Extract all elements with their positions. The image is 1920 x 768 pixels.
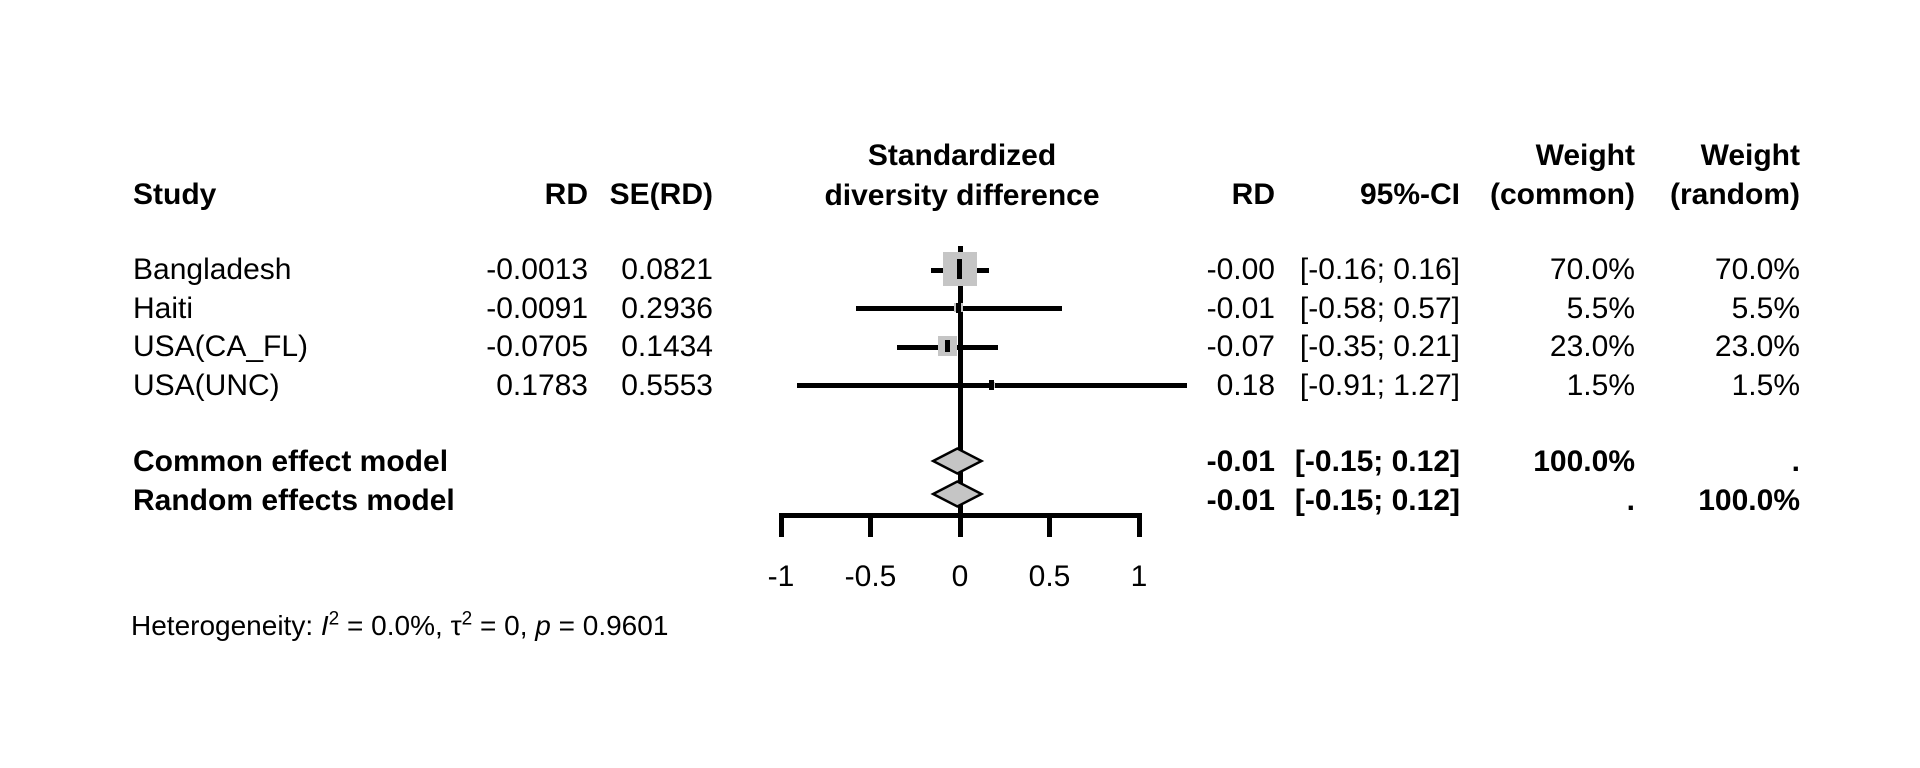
forest-point-estimate-tick (944, 340, 950, 352)
study-rd-value: -0.0705 (486, 329, 588, 363)
study-name-label: Haiti (133, 291, 194, 325)
axis-tick (957, 512, 963, 537)
study-effect-value: 0.18 (1216, 368, 1275, 402)
axis-tick-label: -1 (767, 559, 795, 593)
weight-common-header-top: Weight (1535, 138, 1635, 172)
study-weight-random-value: 70.0% (1714, 252, 1800, 286)
effect-column-header: RD (1231, 177, 1275, 211)
i-squared-value: = 0.0%, (339, 610, 451, 641)
weight-random-header-top: Weight (1700, 138, 1800, 172)
study-ci-value: [-0.58; 0.57] (1299, 291, 1460, 325)
model-weight-random-value: . (1791, 444, 1800, 478)
model-ci-value: [-0.15; 0.12] (1294, 444, 1460, 478)
forest-point-estimate-tick (955, 302, 961, 313)
axis-tick-label: 0 (951, 559, 969, 593)
study-se-value: 0.1434 (621, 329, 713, 363)
axis-tick-label: -0.5 (844, 559, 897, 593)
study-weight-random-value: 23.0% (1714, 329, 1800, 363)
study-name-label: Bangladesh (133, 252, 292, 286)
reference-line (957, 246, 963, 513)
axis-tick-label: 0.5 (1028, 559, 1071, 593)
study-ci-value: [-0.35; 0.21] (1299, 329, 1460, 363)
axis-tick (778, 512, 784, 537)
se-rd-column-header: SE(RD) (609, 177, 713, 211)
ci-column-header: 95%-CI (1359, 177, 1460, 211)
i-squared-exponent: 2 (328, 608, 340, 630)
tau-squared-exponent: 2 (461, 608, 473, 630)
study-name-label: USA(UNC) (133, 368, 280, 402)
study-rd-value: -0.0013 (486, 252, 588, 286)
forest-point-estimate-tick (989, 379, 995, 390)
study-effect-value: -0.01 (1206, 291, 1275, 325)
study-ci-value: [-0.16; 0.16] (1299, 252, 1460, 286)
model-weight-common-value: . (1626, 483, 1635, 517)
plot-header-line2: diversity difference (824, 178, 1100, 212)
study-weight-random-value: 5.5% (1731, 291, 1800, 325)
axis-tick (1136, 512, 1142, 537)
rd-column-header: RD (544, 177, 588, 211)
heterogeneity-prefix: Heterogeneity: (131, 610, 321, 641)
heterogeneity-note: Heterogeneity: I2 = 0.0%, τ2 = 0, p = 0.… (131, 610, 668, 642)
model-effect-value: -0.01 (1206, 483, 1275, 517)
study-se-value: 0.0821 (621, 252, 713, 286)
study-weight-common-value: 1.5% (1566, 368, 1635, 402)
tau-squared-value: = 0, (472, 610, 536, 641)
model-ci-value: [-0.15; 0.12] (1294, 483, 1460, 517)
weight-common-header-sub: (common) (1490, 177, 1635, 211)
study-effect-value: -0.07 (1206, 329, 1275, 363)
axis-tick (868, 512, 873, 537)
study-name-label: USA(CA_FL) (133, 329, 309, 363)
study-rd-value: 0.1783 (496, 368, 588, 402)
axis-tick-label: 1 (1130, 559, 1148, 593)
model-effect-value: -0.01 (1206, 444, 1275, 478)
model-name-label: Common effect model (133, 444, 449, 478)
study-se-value: 0.2936 (621, 291, 713, 325)
p-symbol: p (535, 610, 551, 641)
i-squared-symbol: I (320, 610, 329, 641)
weight-random-header-sub: (random) (1670, 177, 1800, 211)
study-weight-common-value: 23.0% (1549, 329, 1635, 363)
study-weight-random-value: 1.5% (1731, 368, 1800, 402)
study-weight-common-value: 5.5% (1566, 291, 1635, 325)
study-effect-value: -0.00 (1206, 252, 1275, 286)
tau-squared-symbol: τ (450, 610, 462, 641)
model-weight-random-value: 100.0% (1698, 483, 1800, 517)
p-value: = 0.9601 (550, 610, 669, 641)
plot-header-line1: Standardized (867, 138, 1057, 172)
study-weight-common-value: 70.0% (1549, 252, 1635, 286)
model-name-label: Random effects model (133, 483, 455, 517)
forest-point-estimate-tick (957, 259, 963, 279)
model-weight-common-value: 100.0% (1533, 444, 1635, 478)
study-se-value: 0.5553 (621, 368, 713, 402)
study-ci-value: [-0.91; 1.27] (1299, 368, 1460, 402)
axis-tick (1047, 512, 1052, 537)
study-rd-value: -0.0091 (486, 291, 588, 325)
study-column-header: Study (133, 177, 217, 211)
